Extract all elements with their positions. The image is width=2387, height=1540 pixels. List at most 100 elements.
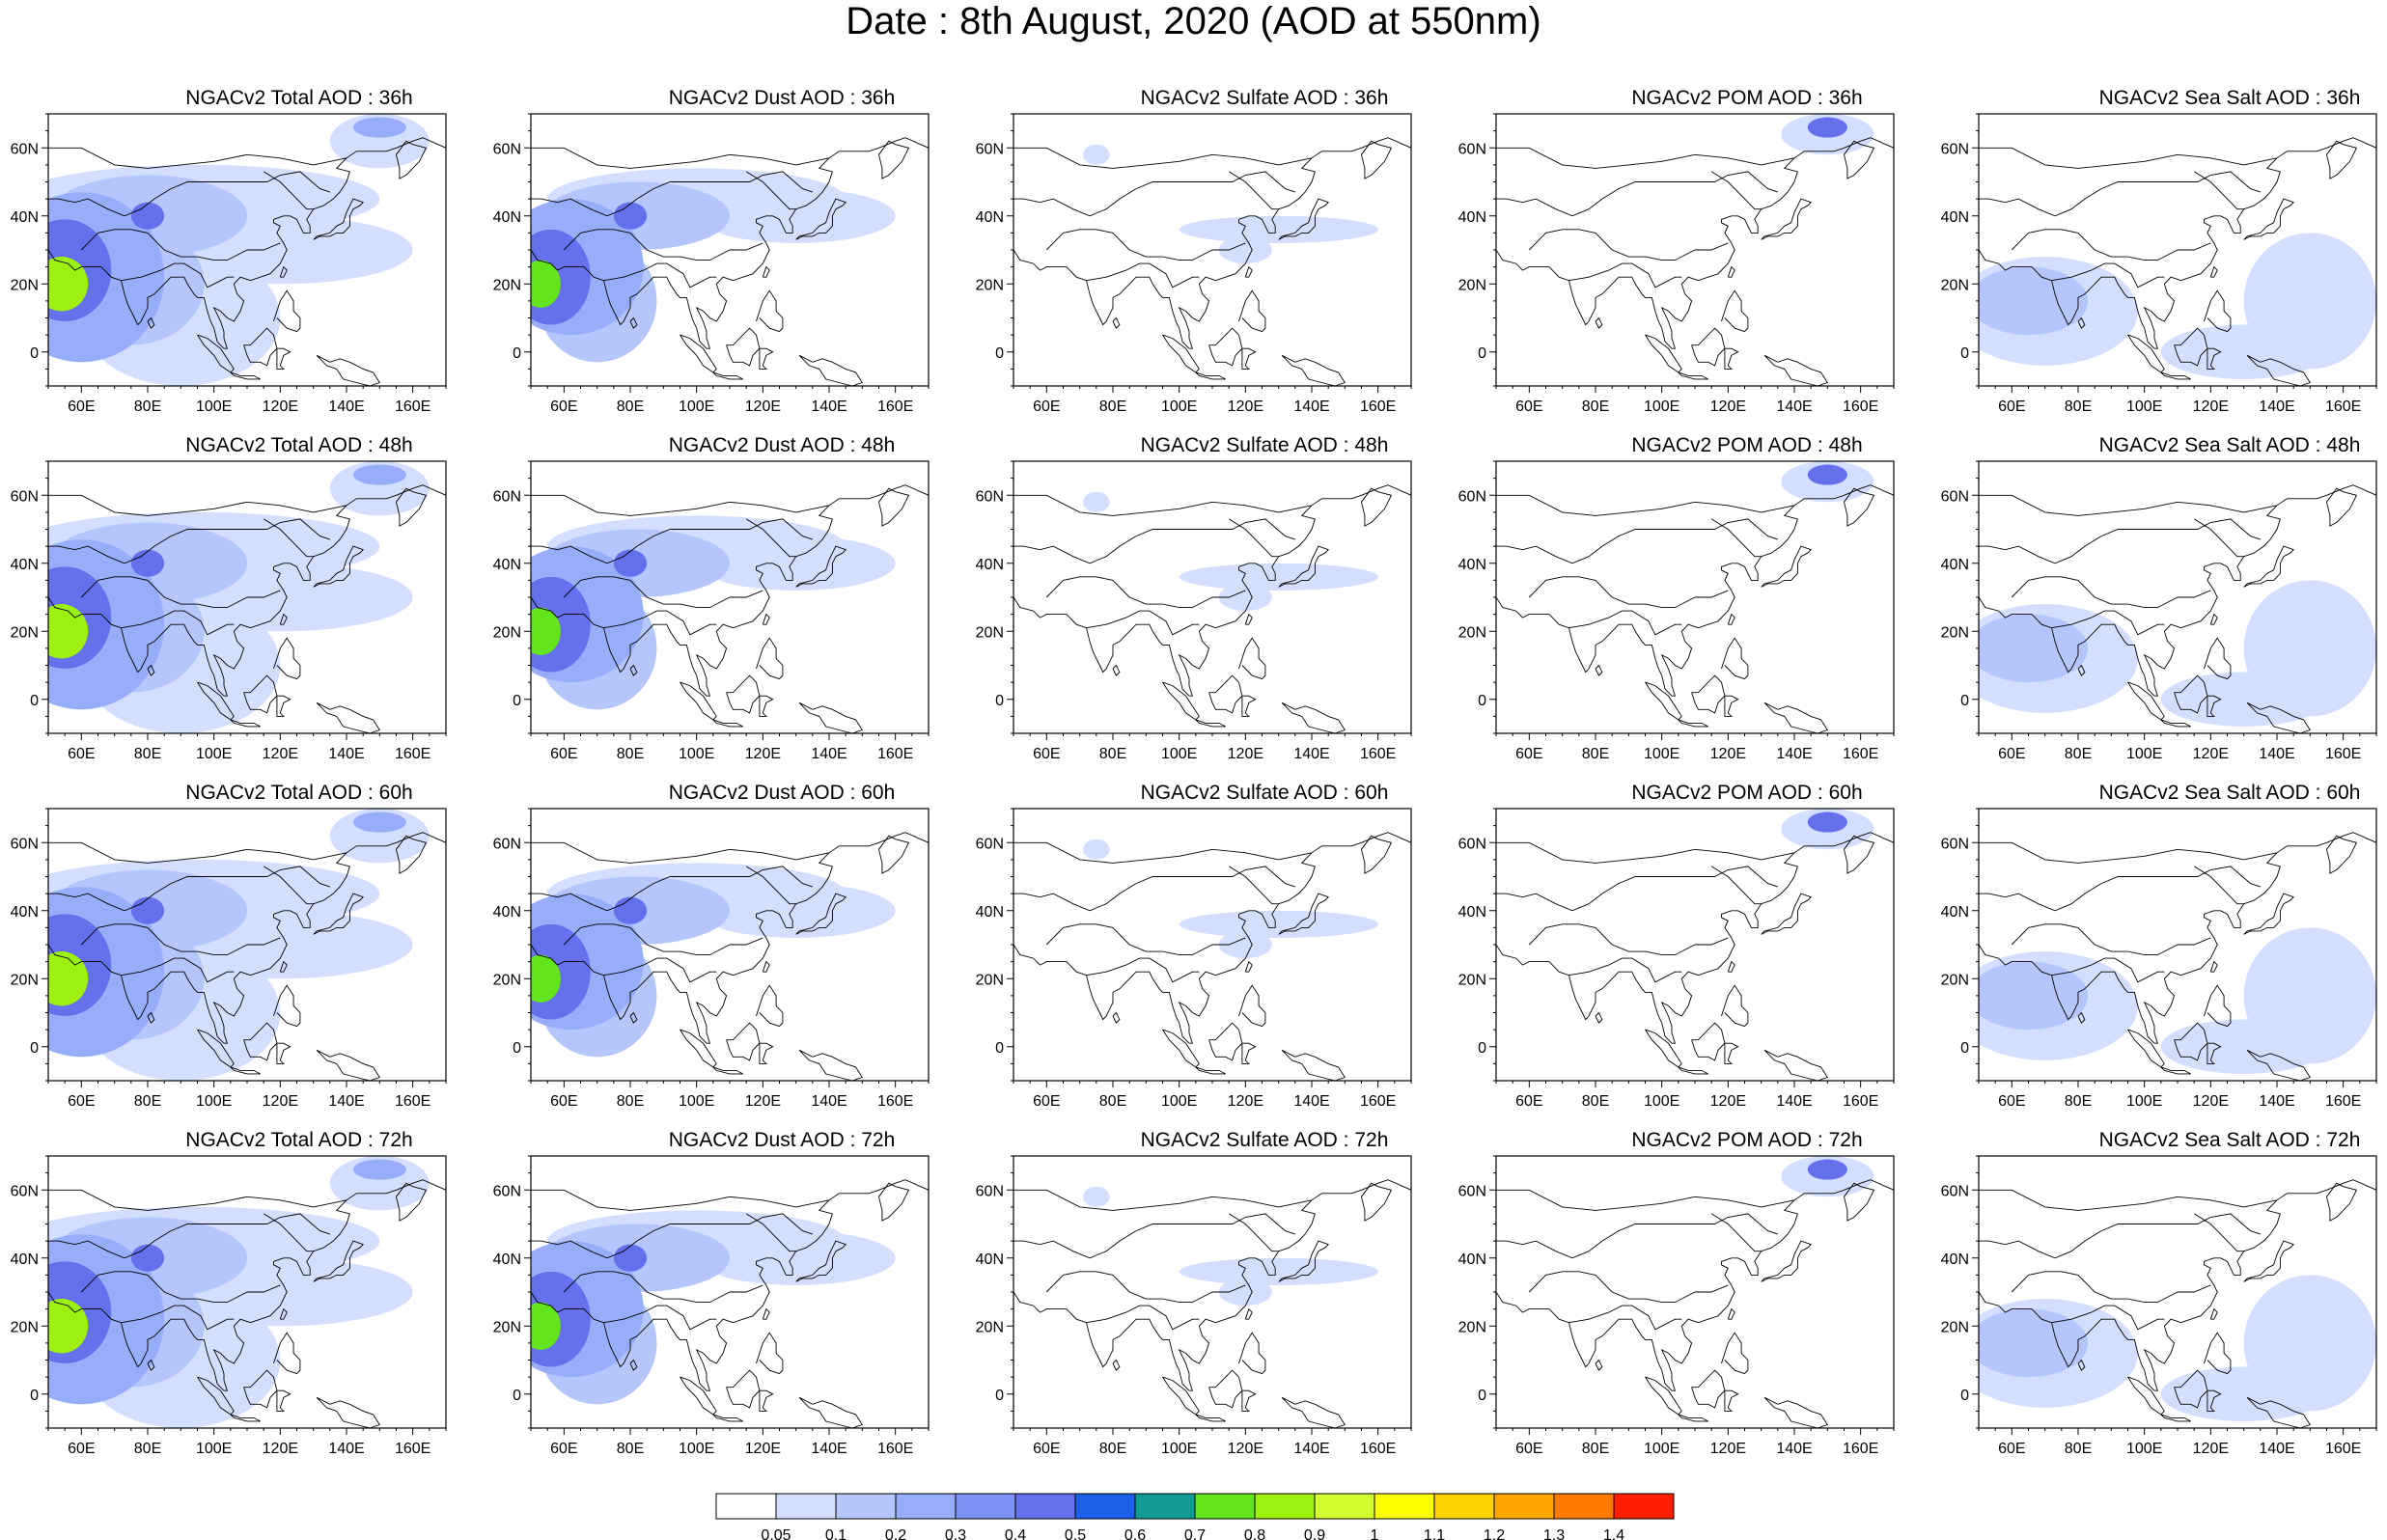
lon-tick-label: 140E [2259, 746, 2294, 762]
lon-tick-label: 120E [1228, 399, 1263, 415]
coastline [2204, 637, 2232, 680]
lat-tick-label: 20N [1458, 972, 1486, 988]
aod-region [352, 464, 406, 485]
coastline [2326, 835, 2358, 874]
coastline [726, 1022, 761, 1061]
lon-tick-label: 100E [1644, 1093, 1679, 1110]
lon-tick-label: 100E [1644, 746, 1679, 762]
coastline [48, 1213, 330, 1259]
lon-tick-label: 160E [2325, 399, 2361, 415]
lon-tick-label: 80E [134, 1093, 161, 1110]
coastline [1763, 701, 1828, 733]
aod-region [130, 549, 165, 577]
lon-tick-label: 60E [1515, 1093, 1542, 1110]
lon-tick-label: 80E [134, 399, 161, 415]
aod-region [352, 117, 406, 138]
lon-tick-label: 60E [1998, 1441, 2025, 1457]
lon-tick-label: 120E [1228, 1093, 1263, 1110]
lon-tick-label: 60E [550, 1093, 577, 1110]
coastline [762, 265, 770, 278]
lat-tick-label: 40N [1941, 904, 1969, 921]
lat-tick-label: 40N [1458, 904, 1486, 921]
lon-tick-label: 100E [679, 1441, 714, 1457]
panel-title: NGACv2 Sulfate AOD : 36h [1140, 87, 1389, 109]
map-panel: NGACv2 Total AOD : 36h 60E 80E 100E 120E 140E… [11, 87, 531, 415]
aod-region [613, 549, 648, 577]
coastline [1979, 832, 2376, 1044]
lon-tick-label: 160E [1843, 399, 1878, 415]
lat-tick-label: 0 [1960, 693, 1969, 709]
coastline [1281, 1049, 1346, 1081]
coastline [798, 1396, 863, 1428]
coastline [2011, 923, 2145, 956]
lon-tick-label: 140E [811, 746, 847, 762]
lon-tick-label: 160E [395, 399, 430, 415]
coastline [48, 484, 446, 697]
panel-title: NGACv2 Total AOD : 36h [185, 87, 413, 109]
coastline [1496, 147, 1795, 169]
lat-tick-label: 0 [30, 1040, 39, 1057]
coastline [1844, 835, 1875, 874]
coastline [396, 140, 428, 179]
map-panel: NGACv2 Dust AOD : 72h 60E 80E 100E 120E 140E 1… [493, 1129, 1013, 1457]
coastline [1721, 289, 1749, 333]
coastline [1244, 613, 1253, 625]
coastline [1979, 841, 2278, 864]
coastline [696, 590, 763, 609]
coastline [1496, 171, 1778, 217]
coastline [1979, 1179, 2376, 1391]
coastline [1208, 674, 1243, 714]
coastline [316, 701, 380, 733]
coastline [1727, 1307, 1735, 1320]
coastline [2243, 893, 2295, 935]
lon-tick-label: 60E [1033, 1441, 1060, 1457]
coastline [563, 1271, 697, 1304]
lat-tick-label: 0 [1960, 1388, 1969, 1404]
coastline [1208, 1369, 1243, 1409]
coastline [213, 1284, 281, 1304]
coastline [2243, 198, 2295, 240]
lon-tick-label: 160E [877, 399, 913, 415]
coastline [48, 494, 347, 516]
coastline [795, 1240, 847, 1282]
coastline [1678, 1066, 1708, 1075]
coastline [243, 327, 278, 367]
coastline [1568, 957, 1682, 983]
panel-title: NGACv2 POM AOD : 72h [1631, 1129, 1863, 1151]
coastline [1013, 841, 1313, 864]
coastline [1727, 265, 1735, 278]
coastline [878, 487, 910, 527]
map-panel: NGACv2 POM AOD : 36h 60E 80E 100E 120E 140E 16… [1458, 87, 1979, 415]
coastline [121, 262, 235, 289]
coastline [1195, 719, 1226, 728]
coastline [1361, 487, 1393, 527]
coastline [1528, 1271, 1662, 1304]
coastline [1710, 171, 1762, 210]
coastline [2326, 140, 2358, 179]
lat-tick-label: 40N [1458, 557, 1486, 573]
map-plot: 60E 80E 100E 120E 140E 160E 60N 40N 20N 0 [493, 1155, 930, 1457]
map-panel: NGACv2 POM AOD : 72h 60E 80E 100E 120E 140E 16… [1458, 1129, 1979, 1457]
coastline [1241, 1389, 1257, 1412]
coastline [1013, 1213, 1295, 1259]
lon-tick-label: 60E [550, 746, 577, 762]
coastline [197, 681, 235, 721]
lon-tick-label: 60E [1515, 1441, 1542, 1457]
map-plot: 60E 80E 100E 120E 140E 160E 60N 40N 20N 0 [1458, 113, 1895, 415]
lon-tick-label: 120E [2193, 1093, 2229, 1110]
coastline [1208, 1022, 1243, 1061]
lon-tick-label: 160E [2325, 1093, 2361, 1110]
aod-region [48, 604, 89, 659]
lat-tick-label: 20N [1458, 277, 1486, 293]
map-plot: 60E 80E 100E 120E 140E 160E 60N 40N 20N 0 [1458, 808, 1895, 1110]
lat-tick-label: 40N [1941, 557, 1969, 573]
coastline [1361, 1182, 1393, 1222]
coastline [1691, 327, 1726, 367]
lon-tick-label: 60E [1033, 746, 1060, 762]
lon-tick-label: 100E [1161, 746, 1197, 762]
lon-tick-label: 80E [134, 1441, 161, 1457]
aod-region [2160, 324, 2327, 379]
coastline [1568, 1305, 1682, 1331]
lat-tick-label: 60N [1458, 836, 1486, 852]
